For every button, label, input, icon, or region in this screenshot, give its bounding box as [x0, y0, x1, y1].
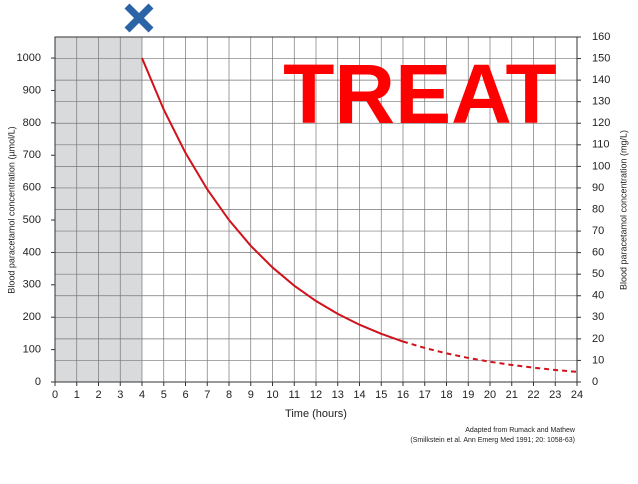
- y2-tick-label: 50: [592, 268, 604, 280]
- x-tick-label: 6: [182, 389, 188, 401]
- x-tick-label: 8: [226, 389, 232, 401]
- x-tick-label: 7: [204, 389, 210, 401]
- x-tick-label: 9: [248, 389, 254, 401]
- plot-frame: [54, 36, 578, 383]
- x-tick-label: 18: [440, 389, 452, 401]
- line-series: [402, 340, 578, 373]
- y2-tick-label: 10: [592, 354, 604, 366]
- x-tick-label: 16: [397, 389, 409, 401]
- x-tick-label: 0: [52, 389, 58, 401]
- line-series: [141, 57, 404, 343]
- x-tick-label: 4: [139, 389, 145, 401]
- y2-tick-label: 110: [592, 139, 610, 151]
- x-tick-label: 2: [95, 389, 101, 401]
- y-tick-label: 500: [23, 214, 41, 226]
- x-tick-label: 22: [527, 389, 539, 401]
- y-tick-label: 400: [23, 246, 41, 258]
- y-tick-label: 300: [23, 279, 41, 291]
- x-tick-label: 5: [161, 389, 167, 401]
- x-tick-label: 11: [289, 389, 300, 401]
- x-tick-label: 12: [310, 389, 322, 401]
- y2-axis-label: Blood paracetamol concentration (mg/L): [618, 130, 628, 290]
- x-tick-label: 14: [353, 389, 365, 401]
- y-tick-label: 200: [23, 311, 41, 323]
- x-tick-label: 17: [419, 389, 431, 401]
- x-tick-label: 21: [506, 389, 518, 401]
- y-tick-label: 600: [23, 182, 41, 194]
- y2-tick-label: 40: [592, 290, 604, 302]
- y2-tick-label: 150: [592, 52, 610, 64]
- y2-tick-label: 160: [592, 31, 610, 43]
- y2-tick-label: 90: [592, 182, 604, 194]
- x-axis-label: Time (hours): [285, 408, 347, 420]
- x-tick-label: 19: [462, 389, 474, 401]
- x-tick-label: 1: [74, 389, 80, 401]
- y2-tick-label: 130: [592, 96, 610, 108]
- y-tick-label: 700: [23, 149, 41, 161]
- y-tick-label: 0: [35, 376, 41, 388]
- source-note: Adapted from Rumack and Mathew: [465, 427, 576, 434]
- y-axis-label: Blood paracetamol concentration (µmol/L): [6, 126, 16, 293]
- y2-tick-label: 30: [592, 311, 604, 323]
- x-tick-label: 20: [484, 389, 496, 401]
- y2-tick-label: 120: [592, 117, 610, 129]
- x-tick-label: 13: [332, 389, 344, 401]
- x-marker: [124, 3, 154, 33]
- y-tick-label: 900: [23, 84, 41, 96]
- x-tick-label: 24: [571, 389, 583, 401]
- y2-tick-label: 70: [592, 225, 604, 237]
- y-tick-label: 800: [23, 117, 41, 129]
- x-tick-label: 15: [375, 389, 387, 401]
- x-tick-label: 23: [549, 389, 561, 401]
- x-tick-label: 10: [266, 389, 278, 401]
- y-tick-label: 1000: [17, 52, 41, 64]
- y2-tick-label: 100: [592, 160, 610, 172]
- y2-tick-label: 0: [592, 376, 598, 388]
- y2-tick-label: 80: [592, 203, 604, 215]
- y2-tick-label: 140: [592, 74, 610, 86]
- y-tick-label: 100: [23, 344, 41, 356]
- y2-tick-label: 60: [592, 247, 604, 259]
- x-tick-label: 3: [117, 389, 123, 401]
- y2-tick-label: 20: [592, 333, 604, 345]
- source-note: (Smilkstein et al. Ann Emerg Med 1991; 2…: [410, 437, 575, 444]
- chart-title: TREAT: [283, 47, 557, 141]
